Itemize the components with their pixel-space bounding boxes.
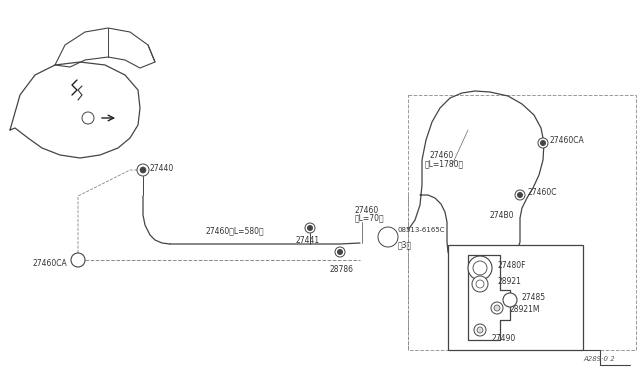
Bar (448, 245, 583, 350)
Circle shape (335, 247, 345, 257)
Circle shape (473, 261, 487, 275)
Text: 27460: 27460 (430, 151, 454, 160)
Text: 274B0: 274B0 (490, 211, 515, 220)
Circle shape (137, 164, 149, 176)
Circle shape (494, 305, 500, 311)
Text: 08513-6165C: 08513-6165C (398, 227, 445, 233)
Circle shape (518, 192, 522, 198)
Circle shape (337, 250, 342, 254)
Circle shape (515, 190, 525, 200)
Circle shape (307, 225, 312, 231)
Circle shape (71, 253, 85, 267)
Circle shape (82, 112, 94, 124)
Text: A289·0 2: A289·0 2 (583, 356, 615, 362)
Circle shape (305, 223, 315, 233)
Circle shape (538, 138, 548, 148)
Circle shape (468, 256, 492, 280)
Text: 28921: 28921 (498, 278, 522, 286)
Text: 27460CA: 27460CA (32, 259, 67, 267)
Circle shape (378, 227, 398, 247)
Text: S: S (385, 234, 390, 240)
Bar (408, 95, 636, 350)
Text: 27460CA: 27460CA (550, 135, 585, 144)
Text: 27441: 27441 (296, 236, 320, 245)
Text: 27460（L=580）: 27460（L=580） (205, 226, 264, 235)
Text: 27460: 27460 (355, 206, 380, 215)
Circle shape (541, 141, 545, 145)
Circle shape (140, 167, 146, 173)
Text: 27480F: 27480F (498, 260, 527, 269)
Text: （L=70）: （L=70） (355, 213, 385, 222)
Circle shape (474, 324, 486, 336)
Text: 27485: 27485 (522, 294, 546, 302)
Text: （L=1780）: （L=1780） (425, 159, 464, 168)
Circle shape (472, 276, 488, 292)
Text: 28786: 28786 (330, 265, 354, 274)
Circle shape (503, 293, 517, 307)
Text: 28921M: 28921M (510, 305, 541, 314)
Circle shape (476, 280, 484, 288)
Text: 27490: 27490 (492, 334, 516, 343)
Circle shape (491, 302, 503, 314)
Text: 27440: 27440 (150, 164, 174, 173)
Text: 27460C: 27460C (528, 187, 557, 196)
Text: （3）: （3） (398, 240, 412, 249)
Circle shape (477, 327, 483, 333)
